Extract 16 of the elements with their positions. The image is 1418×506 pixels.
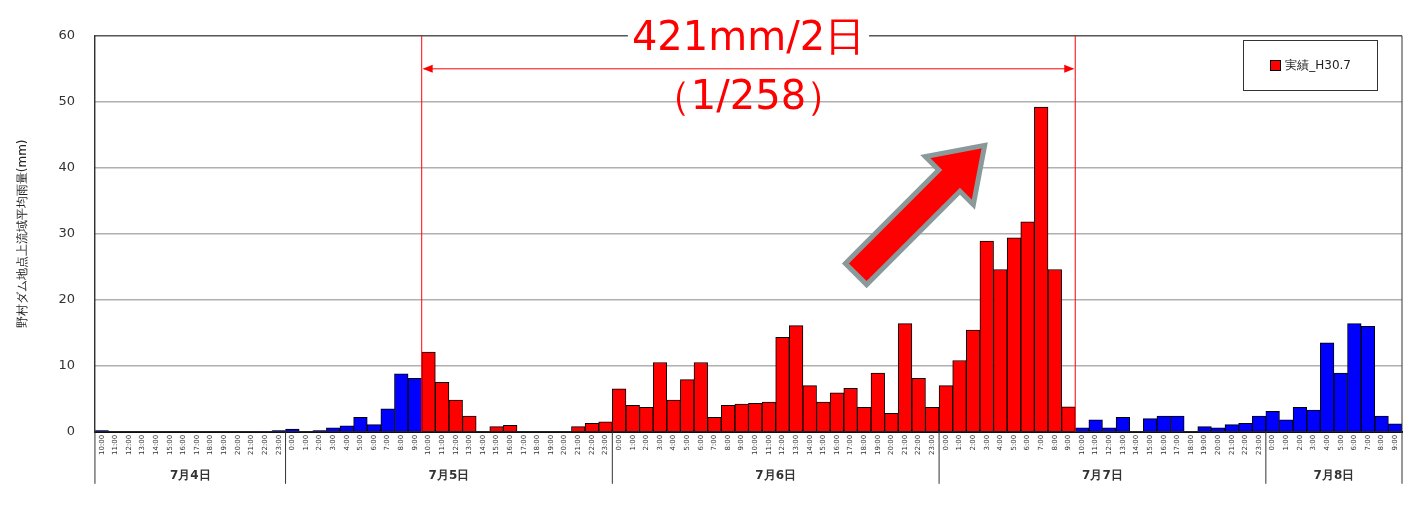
y-axis-title: 野村ダム地点上流域平均雨量(mm) [15, 139, 30, 329]
y-tick-label: 30 [58, 225, 75, 241]
text: 7月6日 [755, 467, 797, 482]
y-tick-label: 20 [58, 291, 75, 307]
y-tick-label: 50 [58, 93, 75, 109]
text: 7月4日 [169, 467, 211, 482]
legend-label: 実績_H30.7 [1285, 57, 1351, 74]
annotation: 421mm/2日 [631, 13, 866, 60]
y-tick-label: 60 [58, 27, 75, 43]
text: 7月5日 [428, 467, 470, 482]
annotation: （1/258） [650, 71, 847, 118]
y-tick-label: 0 [66, 423, 75, 439]
text: 7月7日 [1082, 467, 1123, 482]
y-tick-label: 10 [58, 357, 75, 373]
text: 7月8日 [1313, 467, 1355, 482]
y-tick-label: 40 [58, 159, 75, 175]
